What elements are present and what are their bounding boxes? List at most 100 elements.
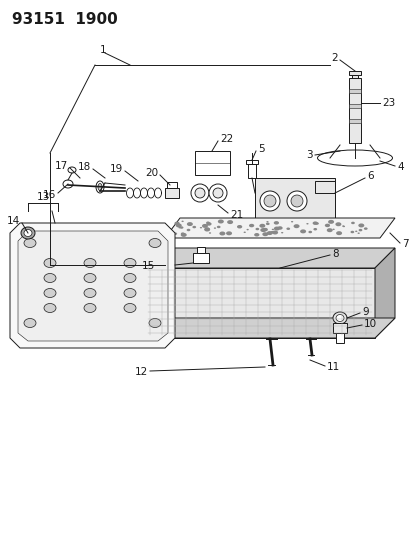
Text: 14: 14 — [7, 216, 20, 226]
Ellipse shape — [149, 238, 161, 247]
Bar — [247, 164, 255, 178]
Ellipse shape — [337, 223, 339, 225]
Polygon shape — [145, 268, 374, 338]
Ellipse shape — [44, 259, 56, 268]
Ellipse shape — [44, 303, 56, 312]
Text: 22: 22 — [219, 134, 233, 144]
Ellipse shape — [124, 303, 136, 312]
Bar — [245, 160, 257, 164]
Text: 17: 17 — [55, 161, 68, 171]
Ellipse shape — [254, 233, 259, 237]
Polygon shape — [195, 151, 230, 175]
Ellipse shape — [358, 229, 361, 231]
Ellipse shape — [149, 319, 161, 327]
Ellipse shape — [243, 231, 245, 233]
Text: 20: 20 — [145, 168, 158, 178]
Bar — [165, 188, 178, 198]
Ellipse shape — [209, 232, 211, 234]
Text: 10: 10 — [363, 319, 376, 329]
Ellipse shape — [227, 220, 233, 224]
Ellipse shape — [286, 191, 306, 211]
Ellipse shape — [290, 221, 292, 222]
Ellipse shape — [174, 222, 179, 225]
Ellipse shape — [213, 228, 216, 229]
Ellipse shape — [274, 227, 278, 229]
Ellipse shape — [63, 180, 73, 188]
Ellipse shape — [179, 227, 183, 229]
Ellipse shape — [181, 221, 183, 222]
Ellipse shape — [217, 220, 223, 223]
Text: 6: 6 — [366, 171, 373, 181]
Ellipse shape — [306, 223, 308, 224]
Text: 23: 23 — [381, 98, 394, 108]
Ellipse shape — [255, 228, 259, 230]
Ellipse shape — [180, 232, 184, 235]
Ellipse shape — [190, 184, 209, 202]
Ellipse shape — [206, 222, 209, 224]
Bar — [348, 104, 360, 108]
Ellipse shape — [327, 220, 333, 224]
Ellipse shape — [202, 224, 207, 228]
Polygon shape — [374, 248, 394, 338]
Polygon shape — [145, 318, 394, 338]
Text: 4: 4 — [396, 162, 403, 172]
Ellipse shape — [314, 222, 318, 225]
Ellipse shape — [236, 225, 242, 229]
Bar — [348, 78, 360, 143]
Polygon shape — [145, 248, 165, 338]
Ellipse shape — [206, 222, 211, 225]
Ellipse shape — [209, 184, 226, 202]
Bar — [351, 75, 357, 79]
Ellipse shape — [44, 288, 56, 297]
Bar — [197, 247, 204, 253]
Ellipse shape — [350, 231, 354, 233]
Text: 18: 18 — [78, 162, 91, 172]
Ellipse shape — [178, 227, 180, 229]
Ellipse shape — [277, 226, 282, 230]
Text: 21: 21 — [230, 210, 243, 220]
Ellipse shape — [186, 222, 192, 226]
Polygon shape — [18, 231, 168, 341]
Ellipse shape — [262, 228, 267, 231]
Polygon shape — [145, 248, 394, 268]
Ellipse shape — [175, 223, 181, 228]
Ellipse shape — [96, 181, 104, 193]
Ellipse shape — [341, 225, 344, 227]
Ellipse shape — [332, 312, 346, 324]
Ellipse shape — [124, 273, 136, 282]
Ellipse shape — [271, 230, 278, 235]
Ellipse shape — [357, 232, 359, 234]
Ellipse shape — [84, 288, 96, 297]
Ellipse shape — [313, 228, 316, 230]
Text: 16: 16 — [43, 190, 56, 200]
Ellipse shape — [308, 231, 311, 233]
Ellipse shape — [68, 167, 76, 173]
Ellipse shape — [225, 231, 232, 235]
Ellipse shape — [246, 229, 248, 230]
Text: 3: 3 — [306, 150, 312, 160]
Ellipse shape — [180, 233, 186, 237]
Ellipse shape — [24, 319, 36, 327]
Ellipse shape — [84, 273, 96, 282]
Ellipse shape — [293, 224, 299, 228]
Ellipse shape — [44, 273, 56, 282]
Ellipse shape — [357, 223, 363, 228]
Ellipse shape — [219, 231, 225, 236]
Ellipse shape — [124, 288, 136, 297]
Ellipse shape — [24, 230, 32, 237]
Text: 1: 1 — [100, 45, 106, 55]
Ellipse shape — [266, 231, 272, 235]
Text: 2: 2 — [330, 53, 337, 63]
Ellipse shape — [186, 229, 190, 231]
Ellipse shape — [266, 221, 268, 223]
Ellipse shape — [270, 231, 273, 233]
Bar — [166, 182, 177, 188]
Ellipse shape — [84, 303, 96, 312]
Ellipse shape — [248, 224, 254, 227]
Polygon shape — [165, 218, 394, 238]
Bar — [254, 178, 334, 223]
Text: 13: 13 — [36, 192, 50, 202]
Text: 19: 19 — [109, 164, 123, 174]
Bar — [335, 333, 343, 343]
Ellipse shape — [259, 224, 265, 228]
